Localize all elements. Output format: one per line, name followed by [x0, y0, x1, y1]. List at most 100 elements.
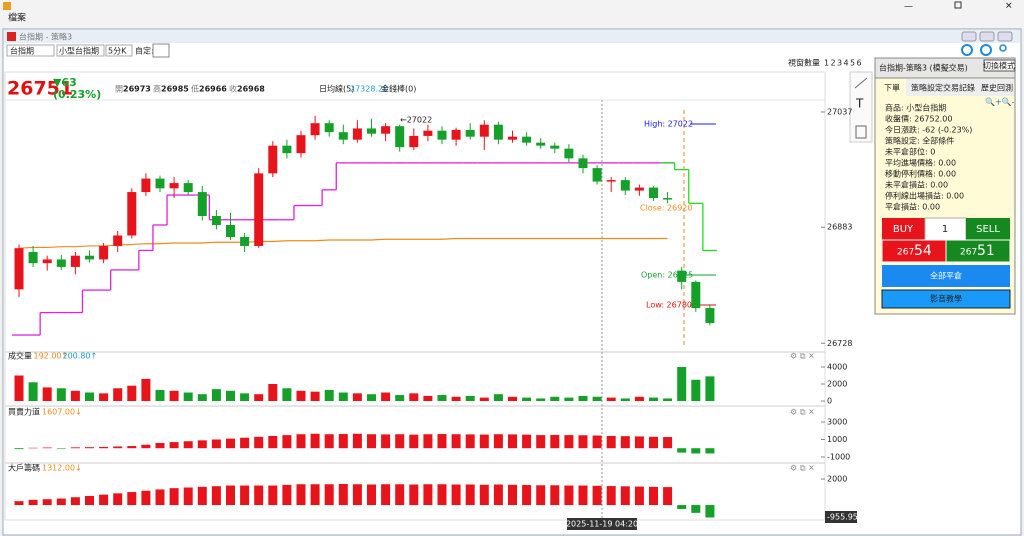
indicator-bar: [70, 497, 80, 506]
indicator-bar: [14, 375, 24, 402]
tool-text[interactable]: T: [855, 97, 864, 111]
window-count[interactable]: 1: [824, 59, 829, 68]
indicator-bar: [550, 434, 560, 449]
candle-body: [550, 145, 560, 149]
indicator-bar: [437, 395, 447, 402]
indicator-bar: [677, 367, 687, 402]
candle-body: [99, 245, 109, 260]
indicator-bar: [663, 437, 673, 449]
ask-box[interactable]: [945, 239, 1011, 263]
indicator-bar: [141, 444, 151, 449]
menu-file[interactable]: 檔案: [8, 12, 26, 24]
win-btn[interactable]: [997, 31, 1013, 42]
bid-small: 54: [914, 243, 932, 259]
sell-button[interactable]: [966, 218, 1010, 240]
indicator-bar: [522, 485, 532, 506]
ohlc-value: 26973: [123, 85, 151, 94]
indicator-bar: [409, 434, 419, 449]
indicator-bar: [70, 447, 80, 449]
indicator-bar: [324, 434, 334, 449]
panel-tools[interactable]: ⚙ ⧉ ✕: [790, 464, 815, 473]
close-label: Close: 26920: [640, 204, 692, 213]
indicator-bar: [127, 446, 137, 449]
ask-small: 51: [977, 243, 995, 259]
info-line: 今日漲跌: -62 (-0.23%): [885, 125, 972, 135]
tool-trash[interactable]: [855, 125, 867, 139]
indicator-bar: [28, 382, 38, 402]
indicator-bar: [691, 448, 701, 454]
indicator-bar: [479, 484, 489, 506]
select[interactable]: [56, 44, 105, 57]
indicator-bar: [85, 495, 94, 506]
video-button[interactable]: [881, 289, 1011, 309]
open-label: Open: 26825: [641, 271, 693, 280]
window-count[interactable]: 5: [850, 59, 855, 68]
candle-body: [705, 308, 715, 324]
indicator-bar: [268, 384, 278, 402]
indicator-bar: [338, 483, 348, 506]
tab[interactable]: 下單: [884, 84, 900, 93]
indicator-bar: [240, 485, 250, 506]
indicator-bar: [691, 505, 701, 513]
win-btn[interactable]: [979, 31, 995, 42]
ma-value: 27328.20: [350, 85, 388, 94]
maximize[interactable]: [954, 1, 962, 9]
icon[interactable]: [980, 44, 992, 56]
window-count[interactable]: 3: [837, 59, 842, 68]
mode-button[interactable]: [983, 59, 1016, 72]
indicator-bar: [282, 388, 292, 402]
indicator-bar: [606, 397, 616, 402]
icon[interactable]: [961, 44, 973, 56]
video-label: 影音教學: [930, 294, 962, 304]
ohlc-label: 收: [229, 84, 237, 94]
buy-button[interactable]: [882, 218, 925, 240]
select-label: 小型台指期: [59, 46, 99, 56]
window-count[interactable]: 4: [844, 59, 849, 68]
window-count[interactable]: 2: [831, 59, 836, 68]
indicator-bar: [14, 501, 24, 506]
select[interactable]: [105, 44, 133, 57]
indicator-bar: [85, 447, 94, 449]
tab[interactable]: 交易記錄: [943, 83, 975, 93]
candle-body: [409, 135, 419, 148]
indicator-bar: [226, 438, 235, 449]
candle-body: [310, 123, 320, 136]
indicator-bar: [324, 484, 334, 506]
tab[interactable]: 歷史回測: [981, 83, 1013, 93]
money-bar: 金錢棒(0): [381, 84, 416, 94]
mode-label: 切換模式: [983, 61, 1015, 71]
time-label: 2025-11-19 04:20: [566, 520, 638, 529]
close-all-button[interactable]: [882, 265, 1010, 287]
select[interactable]: [6, 44, 55, 57]
close[interactable]: ✕: [1005, 2, 1013, 12]
minimize[interactable]: —: [904, 2, 913, 12]
indicator-bar: [42, 387, 52, 402]
panel-tools[interactable]: ⚙ ⧉ ✕: [790, 408, 815, 417]
window-count[interactable]: 6: [857, 59, 862, 68]
y-tick-label: 0: [827, 397, 832, 406]
indicator-bar: [352, 433, 362, 449]
indicator-bar: [465, 434, 475, 449]
indicator-bar: [634, 486, 644, 506]
candle-body: [127, 192, 137, 236]
candle-body: [268, 145, 278, 174]
indicator-bar: [564, 397, 574, 402]
indicator-bar: [423, 484, 433, 506]
indicator-bar: [649, 486, 658, 506]
zoom-icons[interactable]: 🔍+🔍-: [985, 97, 1015, 107]
indicator-bar: [508, 434, 517, 449]
tab[interactable]: 策略設定: [911, 83, 943, 93]
icon[interactable]: [999, 44, 1007, 52]
panel-tools[interactable]: ⚙ ⧉ ✕: [790, 352, 815, 361]
indicator-bar: [578, 435, 588, 449]
win-btn[interactable]: [961, 31, 977, 42]
custom-input[interactable]: [152, 43, 170, 58]
tab-strip[interactable]: [906, 79, 1014, 96]
candle-body: [620, 180, 630, 191]
tool-line[interactable]: [854, 77, 868, 89]
tabs: 下單 策略設定 交易記錄 歷史回測: [884, 83, 1013, 93]
indicator-bar: [705, 376, 715, 402]
tab-active[interactable]: [876, 79, 906, 96]
indicator-bar: [649, 397, 658, 402]
info-line: 策略設定: 全部條件: [885, 136, 954, 146]
